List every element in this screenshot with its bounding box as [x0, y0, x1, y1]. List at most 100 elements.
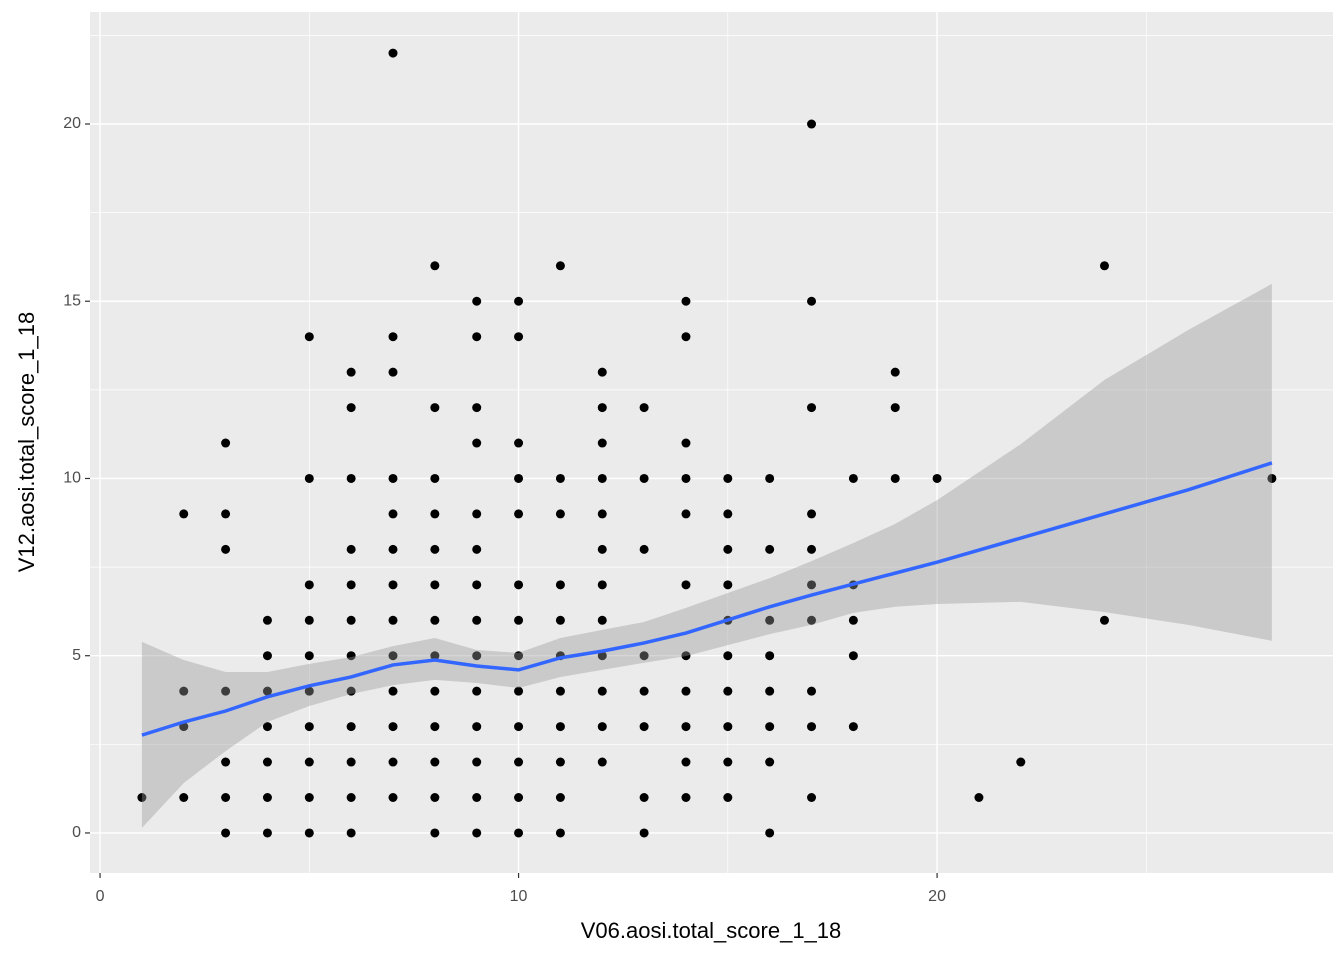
point — [472, 651, 482, 661]
point — [472, 403, 482, 413]
point — [597, 367, 607, 377]
point — [346, 473, 356, 483]
point — [514, 686, 524, 696]
point — [890, 473, 900, 483]
point — [1016, 757, 1026, 767]
point — [388, 509, 398, 519]
point — [597, 651, 607, 661]
point — [179, 792, 189, 802]
point — [681, 757, 691, 767]
x-axis-title: V06.aosi.total_score_1_18 — [581, 918, 842, 943]
point — [262, 651, 272, 661]
point — [765, 473, 775, 483]
y-tick-label: 0 — [72, 824, 81, 841]
point — [681, 438, 691, 448]
point — [597, 686, 607, 696]
point — [723, 473, 733, 483]
point — [472, 509, 482, 519]
point — [304, 615, 314, 625]
point — [472, 686, 482, 696]
point — [765, 686, 775, 696]
point — [514, 438, 524, 448]
point — [472, 438, 482, 448]
point — [346, 544, 356, 554]
point — [555, 580, 565, 590]
point — [723, 792, 733, 802]
point — [555, 792, 565, 802]
point — [179, 686, 189, 696]
point — [807, 686, 817, 696]
point — [430, 792, 440, 802]
point — [304, 473, 314, 483]
point — [262, 792, 272, 802]
point — [304, 757, 314, 767]
point — [472, 792, 482, 802]
point — [597, 757, 607, 767]
point — [472, 580, 482, 590]
point — [681, 686, 691, 696]
point — [221, 438, 231, 448]
x-tick-label: 0 — [96, 888, 105, 905]
point — [639, 473, 649, 483]
point — [681, 722, 691, 732]
point — [221, 792, 231, 802]
point — [472, 544, 482, 554]
point — [807, 615, 817, 625]
point — [555, 722, 565, 732]
point — [807, 722, 817, 732]
point — [597, 438, 607, 448]
x-tick-label: 20 — [928, 888, 946, 905]
point — [681, 473, 691, 483]
point — [430, 580, 440, 590]
point — [388, 722, 398, 732]
point — [346, 722, 356, 732]
point — [346, 367, 356, 377]
point — [765, 722, 775, 732]
point — [346, 651, 356, 661]
point — [221, 686, 231, 696]
point — [681, 332, 691, 342]
point — [388, 367, 398, 377]
point — [597, 544, 607, 554]
point — [262, 757, 272, 767]
point — [388, 48, 398, 58]
point — [807, 403, 817, 413]
point — [765, 651, 775, 661]
point — [807, 509, 817, 519]
point — [723, 686, 733, 696]
point — [639, 651, 649, 661]
point — [1099, 261, 1109, 271]
point — [639, 403, 649, 413]
point — [514, 509, 524, 519]
point — [514, 828, 524, 838]
point — [346, 757, 356, 767]
point — [304, 651, 314, 661]
point — [304, 792, 314, 802]
point — [304, 332, 314, 342]
point — [472, 828, 482, 838]
point — [346, 403, 356, 413]
point — [388, 757, 398, 767]
point — [304, 828, 314, 838]
point — [597, 403, 607, 413]
point — [765, 615, 775, 625]
point — [807, 580, 817, 590]
point — [723, 544, 733, 554]
point — [1267, 473, 1277, 483]
point — [304, 580, 314, 590]
point — [639, 792, 649, 802]
point — [639, 544, 649, 554]
point — [514, 651, 524, 661]
point — [472, 332, 482, 342]
point — [597, 580, 607, 590]
point — [597, 722, 607, 732]
confidence-band — [141, 283, 1272, 828]
point — [137, 792, 147, 802]
point — [597, 615, 607, 625]
point — [681, 792, 691, 802]
point — [221, 509, 231, 519]
point — [346, 792, 356, 802]
point — [765, 544, 775, 554]
point — [346, 686, 356, 696]
